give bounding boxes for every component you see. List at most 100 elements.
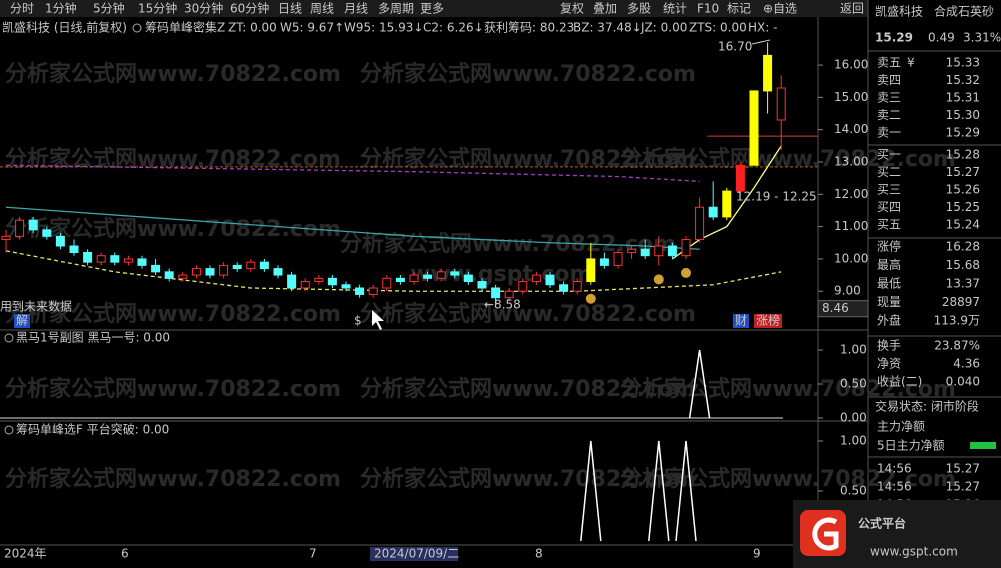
period-tab[interactable]: 多周期 <box>378 2 414 16</box>
period-tab[interactable]: 月线 <box>344 2 368 16</box>
indicator-line <box>5 250 782 292</box>
panel-label: 最低 <box>877 277 901 291</box>
panel-value: 15.30 <box>946 108 980 122</box>
signal-spike <box>688 349 711 419</box>
period-tab[interactable]: 周线 <box>310 2 334 16</box>
quote-change: 0.49 <box>928 31 955 45</box>
y-tick-label: 9.00 <box>834 284 861 298</box>
annotation: 12.19 - 12.25 <box>736 190 817 204</box>
panel-value: 0.040 <box>946 375 980 389</box>
candle-body <box>232 264 242 270</box>
candle-body <box>341 284 351 289</box>
badge-text: 财 <box>735 314 747 328</box>
indicator-field: W5: 9.67↑ <box>280 21 344 35</box>
period-tab[interactable]: 60分钟 <box>230 1 269 16</box>
candle-body <box>178 274 188 279</box>
stock-title: 凯盛科技 (日线,前复权) <box>2 20 127 35</box>
period-tab[interactable]: 分时 <box>10 2 34 16</box>
indicator-line <box>5 164 700 183</box>
indicator-field: ZT: 0.00 <box>228 21 277 35</box>
candle-body <box>423 274 433 279</box>
money-bag-icon <box>653 274 664 285</box>
watermark: 分析家公式网www.70822.com <box>360 146 696 172</box>
candle-body <box>355 287 365 295</box>
signal-spike <box>580 440 602 542</box>
panel-value: 15.29 <box>946 126 980 140</box>
candle-body <box>640 248 650 257</box>
money-bag-icon <box>585 293 596 304</box>
logo-glyph <box>812 517 839 551</box>
y-tick-label: 0.50 <box>840 377 867 391</box>
candle-body <box>531 274 541 283</box>
period-tab[interactable]: 15分钟 <box>138 1 177 16</box>
panel-label: 买三 <box>877 183 901 197</box>
indicator-field: BZ: 37.48↓ <box>573 21 642 35</box>
watermark: 分析家公式网www.70822.com <box>5 146 341 172</box>
period-tab[interactable]: 5分钟 <box>93 1 125 16</box>
period-tab[interactable]: 30分钟 <box>184 1 223 16</box>
candle-body <box>654 245 664 257</box>
candle-body <box>69 245 79 253</box>
watermark: 分析家公式网www.70822.com <box>620 376 956 402</box>
trade-status: 交易状态: 闭市阶段 <box>875 399 979 414</box>
panel-label: 最高 <box>877 257 901 272</box>
indicator-icon <box>132 23 142 33</box>
candle-body <box>763 54 773 92</box>
candle-body <box>110 255 120 263</box>
candle-body <box>382 277 392 289</box>
y-tick-label: 0.00 <box>840 411 867 425</box>
period-tab[interactable]: 更多 <box>420 2 444 16</box>
candle-body <box>545 274 555 286</box>
candle-body <box>28 219 38 231</box>
candle-body <box>246 261 256 270</box>
candle-body <box>613 251 623 266</box>
candle-body <box>287 274 297 289</box>
candle-body <box>722 190 732 218</box>
toolbar-button[interactable]: 返回 <box>840 2 864 16</box>
candle-body <box>572 281 582 292</box>
toolbar-button[interactable]: 统计 <box>663 2 687 16</box>
toolbar-button[interactable]: 多股 <box>627 2 651 16</box>
sub-chart-title: 黑马1号副图 黑马一号: 0.00 <box>16 331 170 345</box>
candle-body <box>219 264 229 276</box>
panel-value: 15.68 <box>946 258 980 272</box>
toolbar-button[interactable]: 标记 <box>727 2 751 16</box>
candle-body <box>314 277 324 283</box>
candle-body <box>273 268 283 276</box>
toolbar-button[interactable]: 叠加 <box>593 2 617 16</box>
period-tab[interactable]: 日线 <box>278 2 302 16</box>
indicator-icon <box>4 425 14 435</box>
toolbar-button[interactable]: 复权 <box>560 2 584 16</box>
toolbar-button[interactable]: F10 <box>697 2 719 16</box>
candle-body <box>681 239 691 257</box>
panel-label: 买五 <box>877 218 901 232</box>
watermark: 分析家公式网www.70822.com <box>5 216 341 242</box>
candle-body <box>463 274 473 283</box>
panel-value: 15.28 <box>946 148 980 162</box>
candle-body <box>164 271 174 279</box>
y-tick-label: 0.50 <box>840 484 867 498</box>
candle-body <box>559 284 569 292</box>
indicator-field: W95: 15.93↓ <box>344 21 423 35</box>
badge <box>754 314 782 328</box>
date-label: 2024/07/09/二 <box>374 547 459 561</box>
candle-body <box>300 281 310 289</box>
currency-icon: ¥ <box>907 56 915 70</box>
toolbar-button[interactable]: ⊕自选 <box>763 2 797 16</box>
annotation-arrow <box>751 39 771 45</box>
period-tab[interactable]: 1分钟 <box>45 1 77 16</box>
badge-text: 解 <box>16 314 28 328</box>
candle-body <box>96 255 106 263</box>
panel-value: 15.31 <box>946 91 980 105</box>
logo-title: 公式平台 <box>858 516 906 531</box>
panel-label: 现量 <box>877 295 901 309</box>
panel-value: 113.9万 <box>934 314 980 328</box>
candle-body <box>518 281 528 292</box>
y-tick-label: 1.00 <box>840 343 867 357</box>
candle-body <box>395 277 405 283</box>
panel-label: 卖三 <box>877 91 901 105</box>
indicator-field: JZ: 0.00 <box>640 21 687 35</box>
candle-body <box>205 268 215 276</box>
watermark: 分析家公式网www.70822.com <box>360 61 696 87</box>
